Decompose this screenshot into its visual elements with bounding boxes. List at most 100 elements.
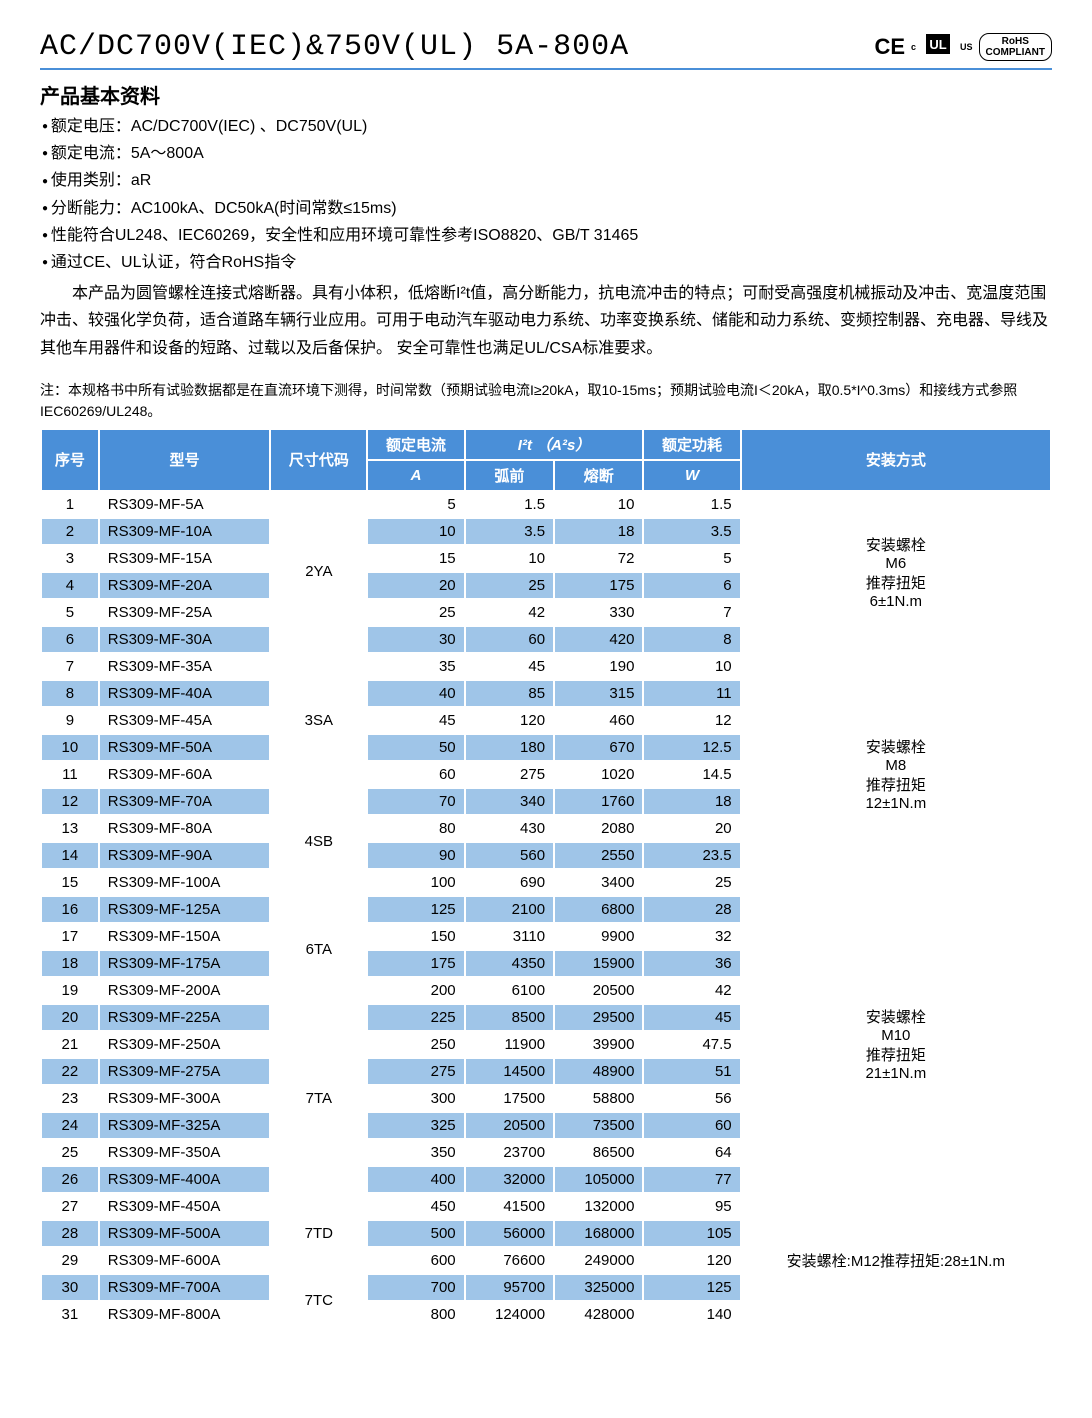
table-cell: 32000 [465,1166,554,1193]
table-cell: RS309-MF-500A [99,1220,270,1247]
table-cell: 25 [643,869,740,896]
table-cell: 25 [41,1139,99,1166]
table-cell: 64 [643,1139,740,1166]
table-cell: 2 [41,518,99,545]
table-cell: 40 [367,680,464,707]
table-cell: 42 [465,599,554,626]
table-cell: 670 [554,734,643,761]
table-note: 注：本规格书中所有试验数据都是在直流环境下测得，时间常数（预期试验电流I≥20k… [40,380,1052,422]
table-cell: 10 [41,734,99,761]
col-melt: 熔断 [554,460,643,491]
table-cell: 6100 [465,977,554,1004]
table-cell: 20 [367,572,464,599]
table-cell: RS309-MF-350A [99,1139,270,1166]
table-cell: RS309-MF-40A [99,680,270,707]
table-cell: 95 [643,1193,740,1220]
ul-mark: UL [922,32,954,62]
table-cell: 124000 [465,1301,554,1328]
table-cell: 22 [41,1058,99,1085]
table-cell: 428000 [554,1301,643,1328]
table-cell: 15 [41,869,99,896]
table-cell: 3SA [270,653,367,788]
table-cell: 330 [554,599,643,626]
table-cell: 42 [643,977,740,1004]
table-cell: 125 [643,1274,740,1301]
spec-table: 序号 型号 尺寸代码 额定电流 I²t （A²s） 额定功耗 安装方式 A 弧前… [40,428,1052,1329]
table-cell: 1.5 [465,491,554,518]
table-row: 27RS309-MF-450A7TD4504150013200095安装螺栓:M… [41,1193,1051,1220]
table-cell: 3110 [465,923,554,950]
table-cell: 51 [643,1058,740,1085]
table-cell: 47.5 [643,1031,740,1058]
table-cell: 275 [367,1058,464,1085]
doc-title: AC/DC700V(IEC)&750V(UL) 5A-800A [40,30,629,64]
install-cell: 安装螺栓M10推荐扭矩21±1N.m [741,896,1051,1193]
table-cell: 20500 [465,1112,554,1139]
table-cell: 70 [367,788,464,815]
table-cell: 2100 [465,896,554,923]
table-cell: 4SB [270,788,367,896]
table-cell: 9 [41,707,99,734]
table-cell: 690 [465,869,554,896]
table-cell: RS309-MF-20A [99,572,270,599]
table-cell: RS309-MF-250A [99,1031,270,1058]
table-cell: 3400 [554,869,643,896]
table-cell: RS309-MF-50A [99,734,270,761]
table-cell: 4350 [465,950,554,977]
table-cell: 3 [41,545,99,572]
table-cell: 132000 [554,1193,643,1220]
table-cell: 2YA [270,491,367,653]
table-cell: 7TC [270,1274,367,1328]
table-cell: RS309-MF-700A [99,1274,270,1301]
table-cell: 12 [41,788,99,815]
table-cell: 23.5 [643,842,740,869]
col-install: 安装方式 [741,429,1051,491]
table-cell: 60 [465,626,554,653]
table-cell: 10 [367,518,464,545]
table-cell: 17 [41,923,99,950]
spec-bullet: 性能符合UL248、IEC60269，安全性和应用环境可靠性参考ISO8820、… [42,222,1052,249]
table-cell: 20 [643,815,740,842]
spec-bullet: 使用类别：aR [42,167,1052,194]
table-row: 1RS309-MF-5A2YA51.5101.5安装螺栓M6推荐扭矩6±1N.m [41,491,1051,518]
table-cell: 400 [367,1166,464,1193]
table-cell: 11 [643,680,740,707]
table-cell: 125 [367,896,464,923]
table-cell: RS309-MF-100A [99,869,270,896]
table-cell: 7TA [270,1004,367,1193]
install-cell: 安装螺栓M6推荐扭矩6±1N.m [741,491,1051,653]
table-cell: 250 [367,1031,464,1058]
table-cell: 249000 [554,1247,643,1274]
table-cell: 20 [41,1004,99,1031]
table-cell: 31 [41,1301,99,1328]
table-cell: RS309-MF-225A [99,1004,270,1031]
table-cell: 175 [367,950,464,977]
table-cell: 56000 [465,1220,554,1247]
table-cell: 36 [643,950,740,977]
table-cell: 225 [367,1004,464,1031]
table-cell: 28 [41,1220,99,1247]
table-cell: 23700 [465,1139,554,1166]
table-cell: 29500 [554,1004,643,1031]
table-cell: RS309-MF-80A [99,815,270,842]
table-cell: 60 [367,761,464,788]
table-cell: 18 [554,518,643,545]
table-cell: 11900 [465,1031,554,1058]
table-cell: 190 [554,653,643,680]
rohs-mark: RoHSCOMPLIANT [979,33,1052,61]
table-cell: 45 [643,1004,740,1031]
table-cell: RS309-MF-10A [99,518,270,545]
table-cell: 600 [367,1247,464,1274]
table-cell: RS309-MF-15A [99,545,270,572]
table-cell: 56 [643,1085,740,1112]
table-cell: 560 [465,842,554,869]
table-cell: 340 [465,788,554,815]
table-cell: RS309-MF-275A [99,1058,270,1085]
table-cell: 6TA [270,896,367,1004]
table-cell: RS309-MF-25A [99,599,270,626]
table-cell: RS309-MF-60A [99,761,270,788]
table-cell: 175 [554,572,643,599]
table-cell: RS309-MF-35A [99,653,270,680]
table-cell: 1.5 [643,491,740,518]
table-row: 7RS309-MF-35A3SA354519010安装螺栓M8推荐扭矩12±1N… [41,653,1051,680]
